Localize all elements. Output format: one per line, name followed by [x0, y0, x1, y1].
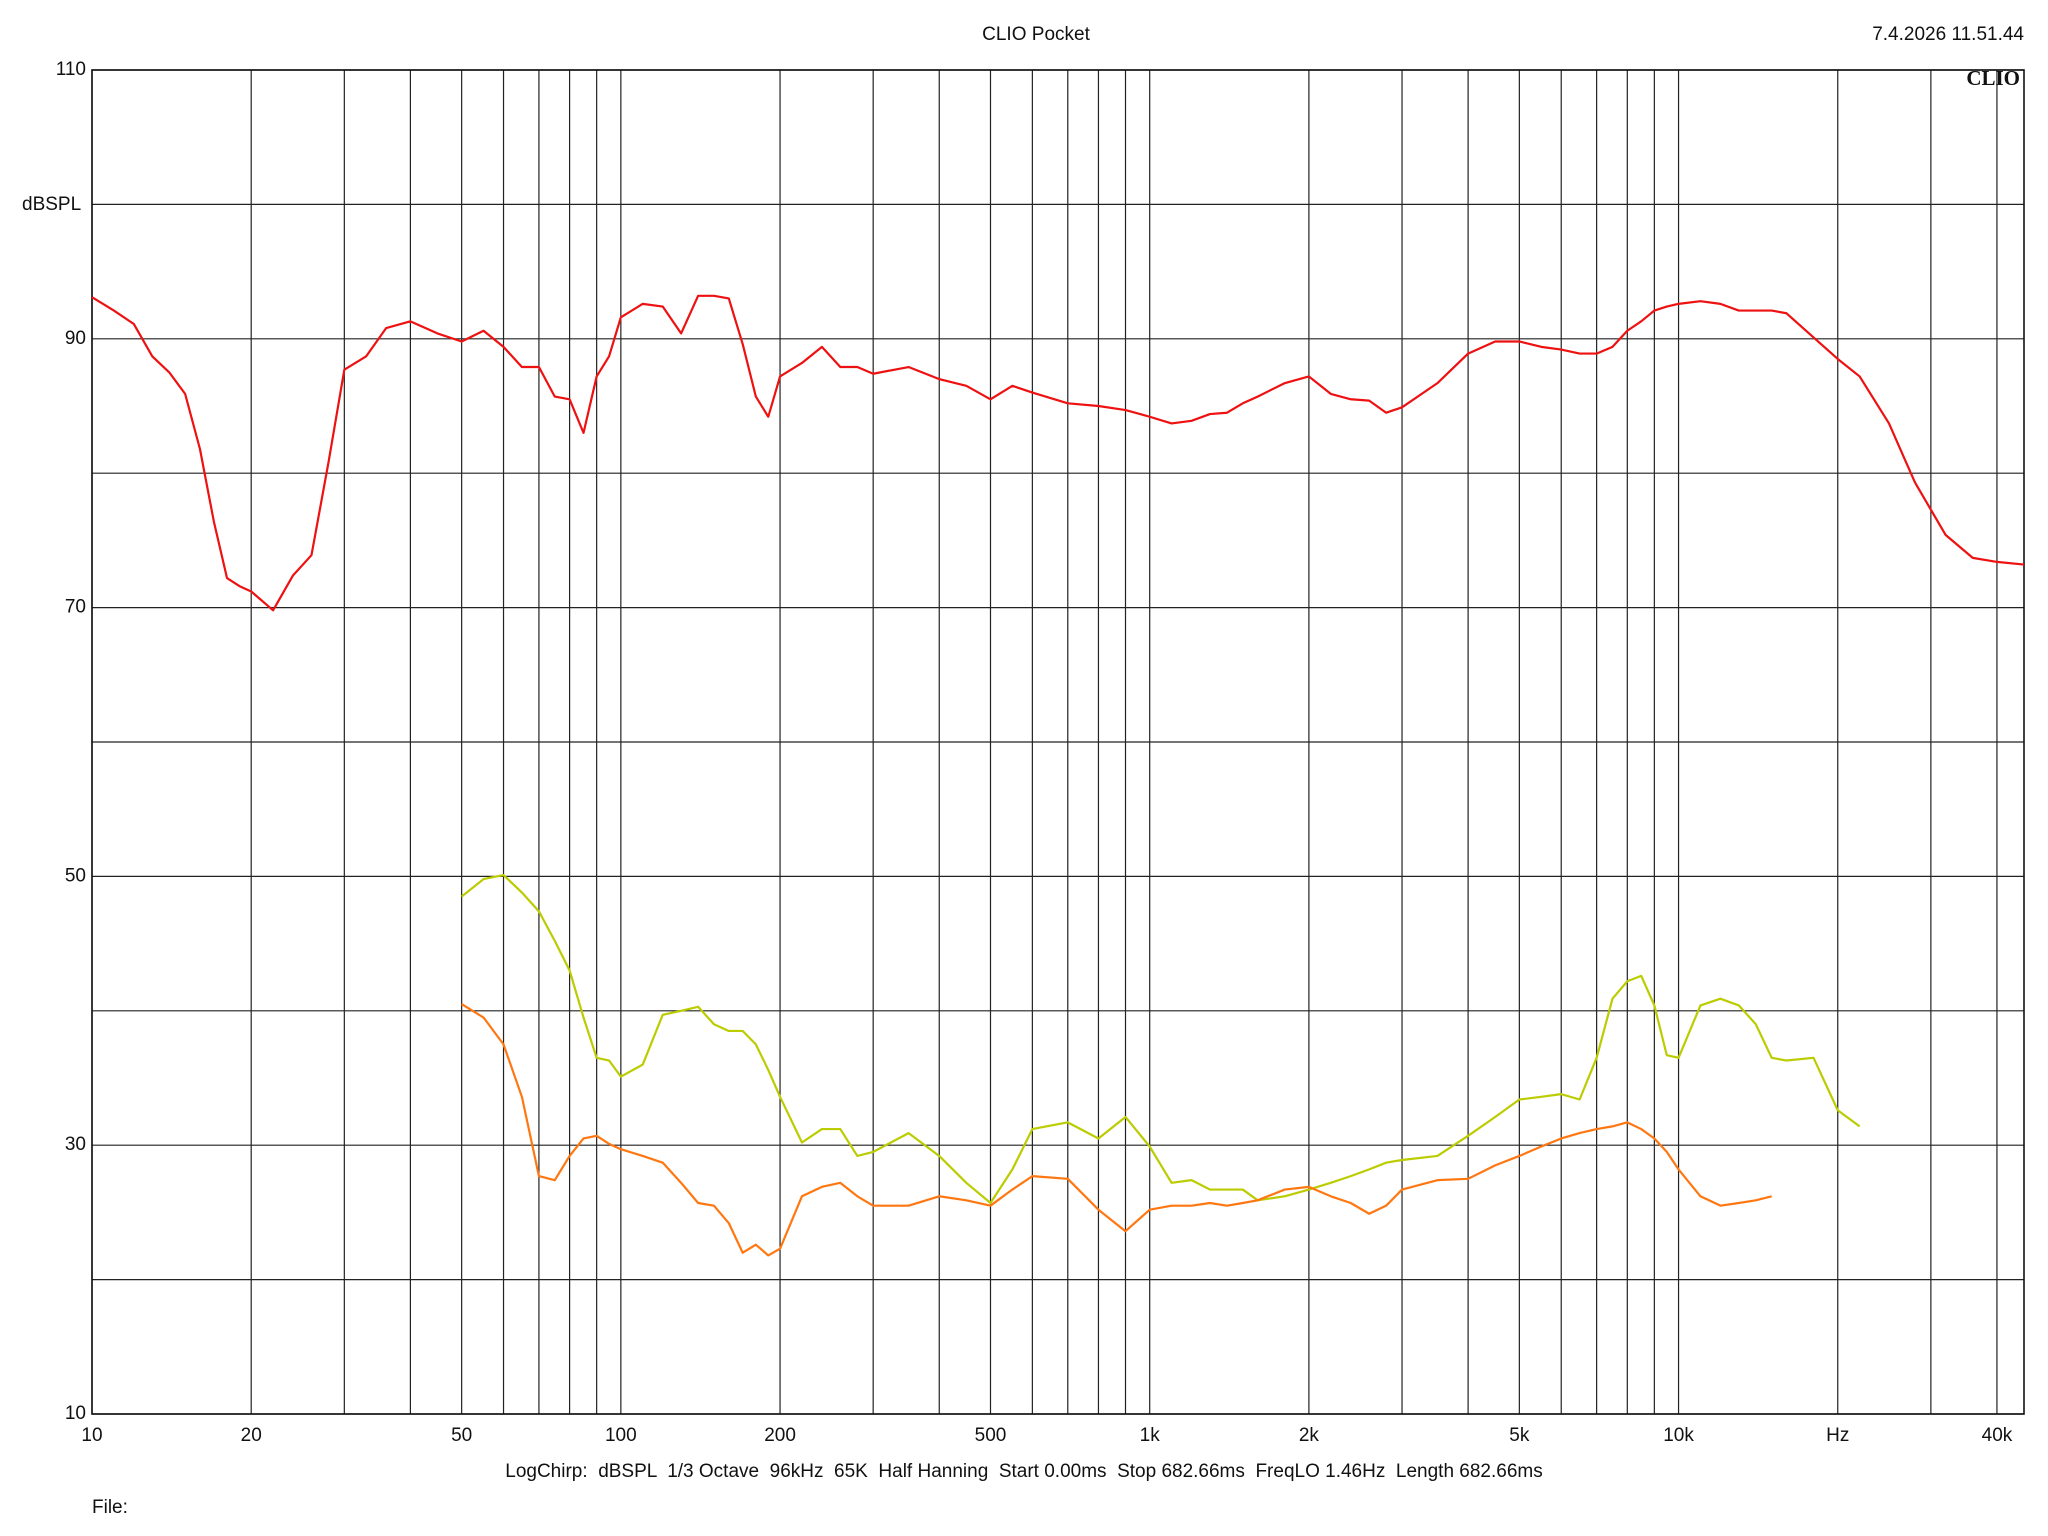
- y-tick-label: 30: [65, 1134, 86, 1155]
- y-axis-label: dBSPL: [22, 194, 81, 215]
- chart-title: CLIO Pocket: [982, 24, 1090, 45]
- plot-frame: [91, 69, 2025, 1415]
- y-tick-label: 70: [65, 597, 86, 618]
- data-line: [461, 1003, 1772, 1257]
- y-tick-label: 50: [65, 865, 86, 886]
- x-tick-label: 100: [605, 1425, 637, 1446]
- x-tick-label: 500: [975, 1425, 1007, 1446]
- y-tick-label: 110: [56, 59, 86, 80]
- data-line: [460, 873, 1861, 1205]
- x-tick-label: 200: [764, 1425, 796, 1446]
- x-tick-label: 40k: [1982, 1425, 2013, 1446]
- footer: LogChirp: dBSPL 1/3 Octave 96kHz 65K Hal…: [505, 1461, 1542, 1482]
- x-tick-label: 20: [241, 1425, 262, 1446]
- x-tick-label: 2k: [1299, 1425, 1320, 1446]
- y-tick-label: 10: [65, 1403, 86, 1424]
- x-tick-label: Hz: [1826, 1425, 1849, 1446]
- data-line: [91, 294, 2025, 612]
- x-tick-label: 10: [81, 1425, 102, 1446]
- x-tick-label: 50: [451, 1425, 472, 1446]
- x-tick-label: 1k: [1140, 1425, 1161, 1446]
- x-tick-label: 10k: [1663, 1425, 1694, 1446]
- timestamp: 7.4.2026 11.51.44: [1872, 24, 2024, 45]
- x-tick-label: 5k: [1509, 1425, 1530, 1446]
- y-tick-label: 90: [65, 328, 86, 349]
- logo: CLIO: [1966, 66, 2020, 90]
- file-label: File:: [92, 1497, 128, 1518]
